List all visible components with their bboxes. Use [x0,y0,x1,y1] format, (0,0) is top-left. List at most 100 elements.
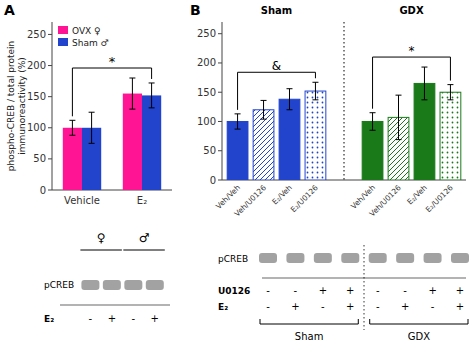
blot-rule [60,305,170,306]
y-tick-label: 150 [197,87,216,98]
error-bar [396,95,402,139]
error-bar [421,67,427,100]
x-tick-label: Veh/U0126 [233,183,269,219]
x-tick-label: E₂/Veh [405,183,429,207]
group-label: Sham [261,5,293,16]
blot-band-label: pCREB [218,254,248,264]
blot-a: ♀♂pCREBE₂-+-+ [44,231,170,324]
x-tick-label: Veh/U0126 [368,183,404,219]
blot-group-line [80,250,121,251]
blot-row-label: E₂ [218,302,228,312]
blot-row-value: + [291,301,299,312]
significance-label: & [272,59,281,73]
y-tick-label: 150 [27,91,46,102]
panel-b: 050100150200250Veh/VehVeh/U0126E₂/VehE₂/… [190,2,466,218]
y-tick-label: 0 [210,175,216,186]
bar [279,99,300,180]
blot-band [314,253,332,263]
error-bar-cap [447,84,453,85]
error-bars [69,78,154,143]
bar [362,121,383,180]
error-bar [312,82,318,100]
blot-row-value: - [403,285,407,296]
legend: OVX ♀Sham ♂ [58,26,109,48]
error-bar-line [315,82,316,100]
error-bar-cap [312,82,318,83]
blot-group-label: ♀ [97,231,106,245]
blot-band [424,253,442,263]
y-tick [48,127,52,128]
significance-bracket: * [373,44,451,109]
y-axis-line [222,22,223,180]
y-tick-label: 200 [27,60,46,71]
blot-row-value: + [456,301,464,312]
error-bar-cap [312,99,318,100]
error-bar-line [151,83,152,108]
y-tick [48,96,52,97]
blot-row-value: + [456,285,464,296]
error-bar-cap [261,100,267,101]
blot-row-value: - [431,301,435,312]
x-tick-label: E₂ [137,195,147,206]
blot-band [369,253,387,263]
y-tick [218,150,222,151]
blot-row-value: - [376,301,380,312]
blot-row-value: + [319,285,327,296]
blot-row-value: - [294,285,298,296]
y-tick [218,180,222,181]
y-tick [48,158,52,159]
y-tick [48,34,52,35]
blot-row-value: - [132,313,136,324]
error-bar-cap [235,113,241,114]
error-bar-cap [89,143,95,144]
y-tick [218,92,222,93]
error-bar-line [424,67,425,100]
blot-band [146,280,164,290]
blot-band [341,253,359,263]
bar [142,95,161,190]
error-bar [89,112,95,143]
error-bar [370,113,376,131]
error-bar-cap [261,119,267,120]
error-bar-cap [396,95,402,96]
y-tick [218,62,222,63]
blot-row-value: + [151,313,159,324]
blot-group-label: Sham [295,331,324,342]
y-tick-label: 50 [203,145,216,156]
bar [227,121,248,180]
error-bar-cap [149,107,155,108]
significance-label: * [109,54,116,69]
error-bar-line [72,120,73,135]
blot-row-value: - [266,285,270,296]
blot-row-value: + [428,285,436,296]
error-bar-line [91,112,92,143]
bar [440,92,461,180]
blot-row-value: + [401,301,409,312]
group-label: GDX [399,5,424,16]
legend-swatch [58,38,68,46]
blot-band [259,253,277,263]
error-bar-cap [421,99,427,100]
y-tick-label: 100 [197,116,216,127]
significance-bracket: * [72,54,151,116]
y-axis-line [52,22,53,190]
group-separator [344,22,345,180]
error-bar-line [263,100,264,119]
error-bar-cap [69,120,75,121]
bar [253,110,274,180]
blot-band [451,253,469,263]
error-bar-cap [396,139,402,140]
significance-label: * [408,44,414,58]
blot-row-value: - [89,313,93,324]
error-bar-cap [286,109,292,110]
y-tick-label: 250 [197,28,216,39]
blot-band [286,253,304,263]
blot-group-label: ♂ [139,231,150,245]
error-bar-line [450,85,451,100]
y-tick-label: 0 [40,185,46,196]
error-bar-line [289,89,290,110]
blot-band-label: pCREB [44,280,74,290]
error-bar-line [398,95,399,139]
error-bar [261,100,267,119]
y-tick-label: 250 [27,29,46,40]
